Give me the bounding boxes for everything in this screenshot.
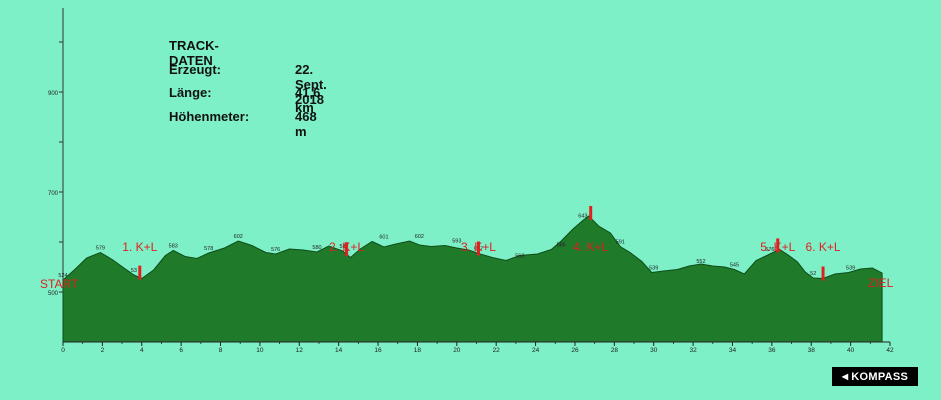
peak-label: 591 xyxy=(616,240,625,246)
x-tick-label: 4 xyxy=(140,347,144,354)
y-tick-label: 500 xyxy=(48,291,59,297)
checkpoint-marker xyxy=(345,242,349,257)
elevation-area xyxy=(62,215,883,343)
peak-label: 601 xyxy=(379,235,388,241)
x-tick-label: 22 xyxy=(493,347,501,354)
checkpoint-marker xyxy=(476,241,480,256)
checkpoint-label: 5. K+L xyxy=(760,240,795,254)
checkpoint-label: 6. K+L xyxy=(806,240,841,254)
peak-label: 580 xyxy=(312,245,321,251)
x-tick-label: 36 xyxy=(768,347,776,354)
x-tick-label: 30 xyxy=(650,347,658,354)
x-tick-label: 10 xyxy=(256,347,264,354)
checkpoint-marker xyxy=(589,206,593,220)
peak-label: 563 xyxy=(515,254,524,260)
track-data-title: TRACK-DATEN xyxy=(169,38,219,68)
x-tick-label: 8 xyxy=(219,347,223,354)
checkpoint-label: 2. K+L xyxy=(329,240,364,254)
x-tick-label: 40 xyxy=(847,347,855,354)
peak-label: 552 xyxy=(696,259,705,265)
created-label: Erzeugt: xyxy=(169,61,221,77)
x-tick-label: 24 xyxy=(532,347,540,354)
peak-label: 579 xyxy=(96,246,105,252)
peak-label: 593 xyxy=(452,239,461,245)
peak-label: 545 xyxy=(730,263,739,269)
length-label: Länge: xyxy=(169,85,212,100)
peak-label: 524 xyxy=(58,273,67,279)
start-label: START xyxy=(40,277,79,291)
peak-label: 602 xyxy=(415,234,424,240)
x-tick-label: 14 xyxy=(335,347,343,354)
x-tick-label: 42 xyxy=(886,347,894,354)
y-tick-label: 700 xyxy=(48,191,59,197)
x-tick-label: 26 xyxy=(571,347,579,354)
checkpoint-label: 3. K+L xyxy=(461,240,496,254)
elevation-gain-value: 468 m xyxy=(295,108,317,139)
end-label: ZIEL xyxy=(868,276,894,290)
peak-label: 539 xyxy=(846,266,855,272)
peak-label: 53 xyxy=(131,268,137,274)
peak-label: 539 xyxy=(649,266,658,272)
peak-label: 576 xyxy=(765,247,774,253)
x-tick-label: 6 xyxy=(179,347,183,354)
x-tick-label: 34 xyxy=(729,347,737,354)
checkpoint-label: 1. K+L xyxy=(122,240,157,254)
x-tick-label: 12 xyxy=(296,347,304,354)
length-value: 41,6 km xyxy=(295,85,321,115)
elevation-gain-label: Höhenmeter: xyxy=(169,108,250,124)
peak-label: 643 xyxy=(578,214,587,220)
peak-label: 602 xyxy=(234,234,243,240)
x-tick-label: 20 xyxy=(453,347,461,354)
peak-label: 52 xyxy=(810,271,816,277)
peak-label: 578 xyxy=(204,246,213,252)
peak-label: 585 xyxy=(557,243,566,249)
x-tick-label: 28 xyxy=(611,347,619,354)
kompass-logo: ◀ KOMPASS xyxy=(832,367,918,386)
checkpoint-marker xyxy=(776,238,780,253)
kompass-logo-text: KOMPASS xyxy=(851,370,909,383)
checkpoint-marker xyxy=(138,265,142,280)
x-tick-label: 18 xyxy=(414,347,422,354)
peak-label: 583 xyxy=(169,244,178,250)
peak-label: 58 xyxy=(340,244,346,250)
checkpoint-marker xyxy=(821,266,825,281)
y-tick-label: 900 xyxy=(48,91,59,97)
x-tick-label: 16 xyxy=(374,347,382,354)
peak-label: 576 xyxy=(271,247,280,253)
created-value: 22. Sept. 2018 xyxy=(295,61,327,107)
x-tick-label: 0 xyxy=(61,347,65,354)
triangle-arrow-icon: ◀ xyxy=(841,372,849,381)
x-tick-label: 32 xyxy=(689,347,697,354)
x-tick-label: 38 xyxy=(808,347,816,354)
x-tick-label: 2 xyxy=(101,347,105,354)
checkpoint-label: 4. K+L xyxy=(573,240,608,254)
